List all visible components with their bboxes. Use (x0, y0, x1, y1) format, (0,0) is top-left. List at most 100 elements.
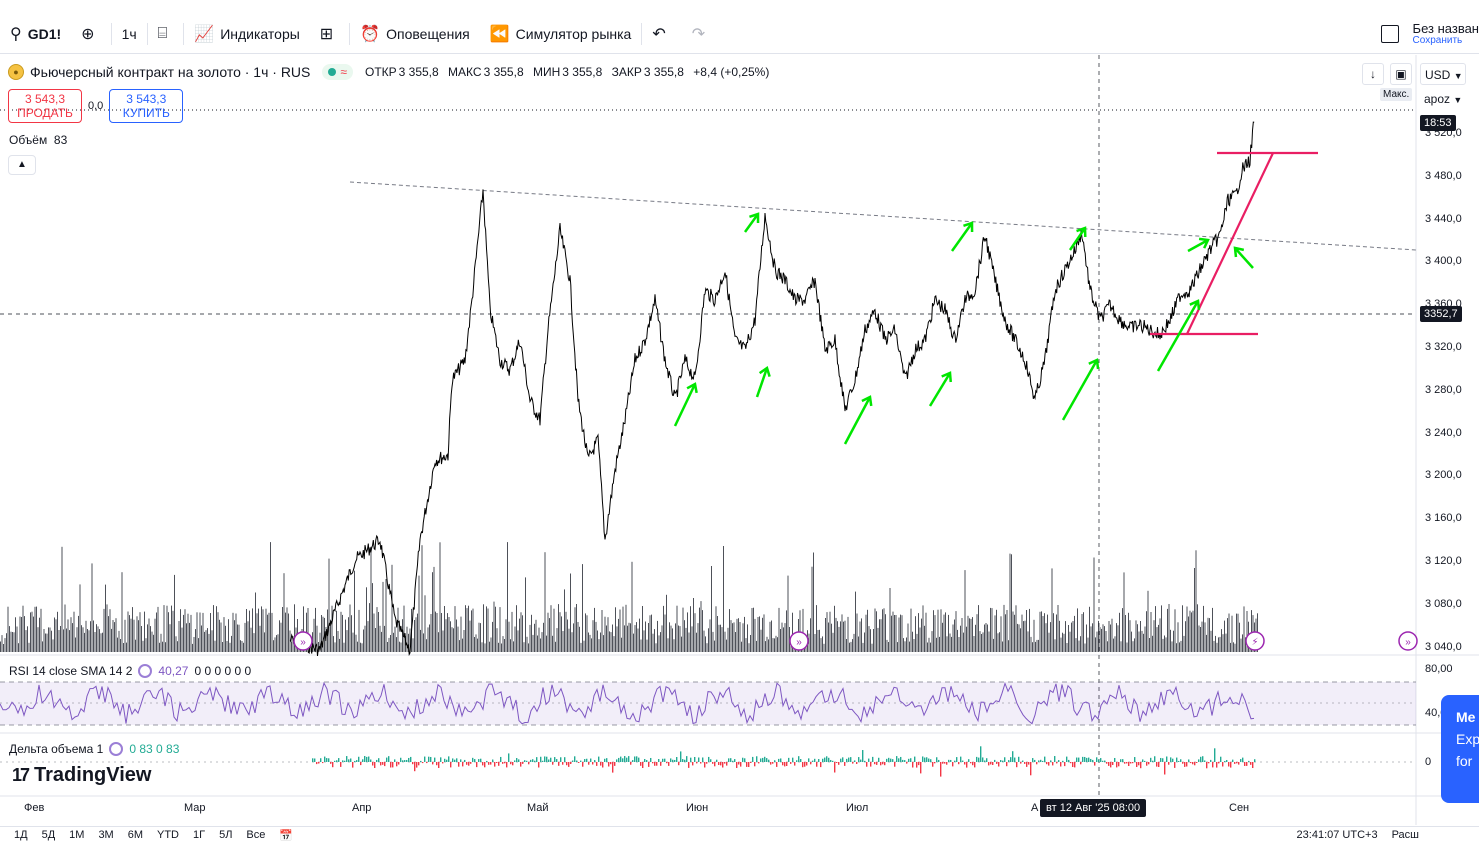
save-layout[interactable]: Без назван Сохранить (1380, 14, 1479, 54)
volume-bar (1120, 641, 1122, 652)
fullscreen-button[interactable]: ▣ (1390, 63, 1412, 85)
volume-bar (690, 606, 691, 652)
delta-bar (838, 762, 840, 765)
calendar-icon[interactable]: 📅 (279, 829, 294, 842)
delta-legend[interactable]: Дельта объема 1 0 83 0 83 (9, 742, 179, 756)
volume-bar (1023, 621, 1024, 652)
symbol-search-button[interactable]: ⚲ GD1! (0, 14, 71, 54)
range-button[interactable]: 5Л (219, 829, 233, 841)
promo-banner[interactable]: Me Exp for (1441, 695, 1479, 803)
arrow-drawing[interactable] (950, 221, 974, 252)
volume-bar (489, 641, 490, 652)
delta-bar (974, 762, 976, 768)
volume-bar (1036, 639, 1038, 652)
delta-bar (1144, 760, 1146, 762)
collapse-legend-button[interactable]: ▲ (8, 155, 36, 175)
delta-bar (1110, 762, 1112, 768)
range-button[interactable]: 1Д (14, 829, 28, 841)
market-status-badge[interactable]: ≈ (322, 64, 353, 80)
buy-button[interactable]: 3 543,3 КУПИТЬ (109, 89, 184, 123)
volume-bar (1017, 623, 1018, 652)
arrow-drawing[interactable] (843, 395, 873, 445)
arrow-drawing[interactable] (1068, 226, 1087, 251)
range-button[interactable]: 3М (98, 829, 114, 841)
replay-button[interactable]: ⏪ Симулятор рынка (480, 14, 642, 54)
range-button[interactable]: 6М (127, 829, 143, 841)
sell-button[interactable]: 3 543,3 ПРОДАТЬ (8, 89, 82, 123)
channel-line-drawing[interactable] (1186, 152, 1274, 335)
indicators-button[interactable]: 📈 Индикаторы (184, 14, 310, 54)
range-button[interactable]: 5Д (41, 829, 56, 841)
delta-bar (558, 762, 560, 766)
arrow-drawing[interactable] (928, 371, 952, 407)
range-button[interactable]: YTD (157, 829, 179, 841)
range-button[interactable]: 1Г (193, 829, 206, 841)
volume-bar (909, 641, 910, 652)
arrow-drawing[interactable] (673, 382, 698, 427)
volume-bar (840, 621, 841, 652)
layouts-button[interactable]: ⊞ (310, 14, 349, 54)
clock[interactable]: 23:41:07 UTC+3 (1296, 829, 1378, 841)
volume-bar (892, 611, 894, 652)
event-marker[interactable]: » (293, 631, 313, 651)
volume-bar (1156, 627, 1158, 652)
delta-bar (574, 756, 576, 763)
delta-bar (878, 757, 880, 762)
event-marker[interactable]: » (1398, 631, 1418, 651)
arrow-drawing[interactable] (1156, 299, 1201, 372)
interval-button[interactable]: 1ч (121, 25, 137, 42)
delta-bar (1090, 758, 1092, 762)
volume-bar (649, 615, 651, 652)
volume-bar (144, 611, 145, 652)
event-marker[interactable]: » (789, 631, 809, 651)
volume-bar (331, 605, 333, 652)
save-link[interactable]: Сохранить (1412, 35, 1463, 46)
volume-bar (1246, 611, 1248, 652)
download-button[interactable]: ↓ (1362, 63, 1384, 85)
arrow-drawing[interactable] (1233, 246, 1254, 269)
layout-checkbox[interactable] (1380, 25, 1399, 43)
volume-bar (912, 631, 913, 652)
extended-hours-toggle[interactable]: Расш (1391, 829, 1419, 841)
arrow-drawing[interactable] (755, 365, 771, 398)
volume-bar (183, 614, 184, 652)
volume-bar (34, 606, 36, 652)
delta-bar (754, 762, 756, 767)
delta-bar (752, 756, 754, 763)
arrow-drawing[interactable] (1061, 358, 1100, 421)
delta-bar (1244, 762, 1246, 766)
delta-bar (680, 751, 682, 763)
volume-bar (933, 610, 934, 652)
lightning-marker[interactable]: ⚡ (1245, 631, 1265, 651)
high-value: 3 355,8 (483, 65, 524, 79)
redo-button[interactable]: ↷ (682, 14, 721, 54)
delta-bar (692, 762, 694, 766)
volume-bar (1173, 630, 1174, 652)
volume-bar (898, 617, 900, 652)
currency-select[interactable]: USD ▼ (1420, 63, 1466, 85)
delta-bar (324, 756, 326, 762)
arrow-drawing[interactable] (743, 212, 760, 233)
delta-bar (714, 762, 716, 767)
volume-bar (592, 620, 594, 652)
chart-type-button[interactable]: ⌸ (148, 14, 184, 54)
scale-mode-select[interactable]: apoz ▼ (1420, 88, 1466, 110)
symbol-legend[interactable]: ● Фьючерсный контракт на золото · 1ч · R… (8, 64, 769, 80)
delta-bar (1080, 762, 1082, 765)
compare-button[interactable]: ⊕ (71, 14, 110, 54)
arrow-drawing[interactable] (1187, 237, 1210, 253)
volume-legend[interactable]: Объём 83 (9, 133, 67, 147)
range-button[interactable]: Все (246, 829, 266, 841)
delta-bar (1100, 758, 1102, 762)
undo-button[interactable]: ↶ (642, 14, 681, 54)
spread-value: 0,0 (88, 100, 104, 112)
rsi-legend[interactable]: RSI 14 close SMA 14 2 40,27 0 0 0 0 0 0 (9, 664, 251, 678)
volume-bar (879, 619, 880, 652)
volume-bar (64, 604, 66, 652)
tradingview-logo[interactable]: 17 TradingView (12, 764, 151, 787)
range-button[interactable]: 1М (69, 829, 85, 841)
alerts-button[interactable]: ⏰ Оповещения (350, 14, 480, 54)
delta-bar (668, 762, 670, 766)
delta-bar (588, 762, 590, 765)
